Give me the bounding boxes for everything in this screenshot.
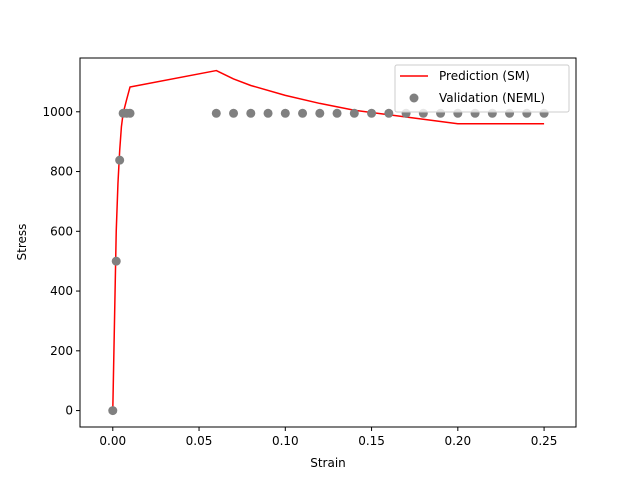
data-point-validation — [315, 108, 325, 118]
data-point-validation — [332, 108, 342, 118]
x-tick-label: 0.25 — [531, 434, 558, 448]
x-ticks: 0.00 0.05 0.10 0.15 0.20 0.25 — [99, 427, 557, 448]
data-point-validation — [115, 155, 125, 165]
data-point-validation — [384, 108, 394, 118]
legend-box — [394, 64, 570, 113]
data-point-validation — [211, 108, 221, 118]
y-tick-label: 200 — [50, 344, 73, 358]
data-point-validation — [263, 108, 273, 118]
y-tick-label: 1000 — [42, 105, 73, 119]
x-tick-label: 0.00 — [99, 434, 126, 448]
legend-marker-swatch — [409, 93, 419, 103]
x-tick-label: 0.20 — [444, 434, 471, 448]
legend-entry-validation: Validation (NEML) — [439, 91, 545, 105]
y-tick-label: 400 — [50, 284, 73, 298]
data-point-validation — [280, 108, 290, 118]
data-point-validation — [111, 256, 121, 266]
data-point-validation — [108, 406, 118, 416]
legend-entry-prediction: Prediction (SM) — [439, 69, 530, 83]
data-point-validation — [246, 108, 256, 118]
y-tick-label: 800 — [50, 165, 73, 179]
data-point-validation — [125, 108, 135, 118]
x-tick-label: 0.05 — [186, 434, 213, 448]
axes-layer — [79, 57, 577, 428]
legend: Prediction (SM) Validation (NEML) — [394, 64, 570, 113]
data-point-validation — [298, 108, 308, 118]
series-line-prediction — [112, 69, 545, 411]
y-axis-title: Stress — [15, 224, 29, 261]
x-axis-title: Strain — [310, 456, 346, 470]
data-point-validation — [367, 108, 377, 118]
axes-frame — [79, 57, 577, 428]
series-layer — [108, 69, 549, 416]
data-point-validation — [349, 108, 359, 118]
x-tick-label: 0.15 — [358, 434, 385, 448]
y-tick-label: 0 — [65, 404, 73, 418]
y-ticks: 0 200 400 600 800 1000 — [42, 105, 80, 418]
data-point-validation — [229, 108, 239, 118]
x-tick-label: 0.10 — [272, 434, 299, 448]
y-tick-label: 600 — [50, 224, 73, 238]
